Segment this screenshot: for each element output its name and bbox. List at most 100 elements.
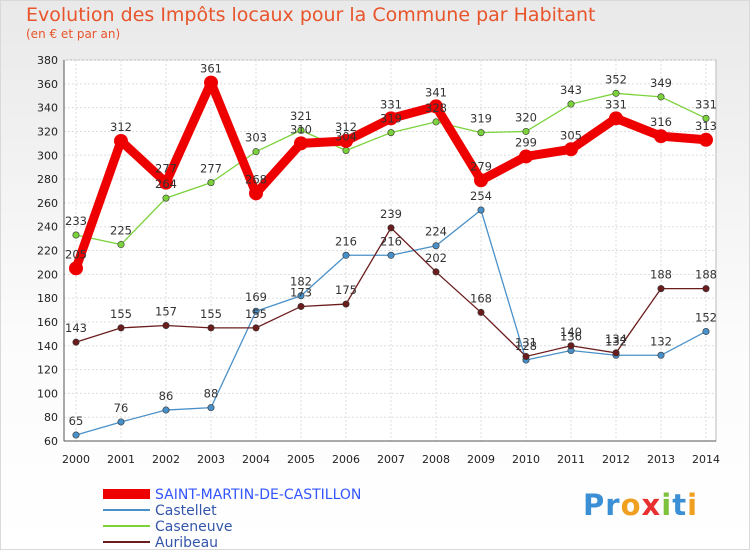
x-tick-label: 2011 xyxy=(557,453,585,466)
logo-letter: i xyxy=(687,488,699,522)
point-saint-martin-de-castillon xyxy=(339,133,353,148)
point-auribeau xyxy=(342,300,350,308)
y-tick-label: 380 xyxy=(37,54,58,67)
y-tick-label: 100 xyxy=(37,387,58,400)
data-label-saint-martin-de-castillon: 331 xyxy=(605,97,627,111)
point-caseneuve xyxy=(297,126,305,134)
point-caseneuve xyxy=(612,89,620,97)
y-tick-label: 320 xyxy=(37,125,58,138)
logo-letter: i xyxy=(661,488,673,522)
data-label-auribeau: 239 xyxy=(380,207,402,221)
logo-letter: t xyxy=(672,488,688,522)
point-auribeau xyxy=(387,224,395,232)
y-tick-label: 120 xyxy=(37,364,58,377)
data-label-caseneuve: 264 xyxy=(155,177,177,191)
data-label-castellet: 152 xyxy=(695,310,717,324)
point-saint-martin-de-castillon xyxy=(609,111,623,126)
x-tick-label: 2006 xyxy=(332,453,360,466)
point-auribeau xyxy=(432,268,440,276)
y-tick-label: 300 xyxy=(37,149,58,162)
point-castellet xyxy=(297,292,305,300)
data-label-castellet: 132 xyxy=(650,334,672,348)
data-label-saint-martin-de-castillon: 305 xyxy=(560,128,582,142)
y-tick-label: 360 xyxy=(37,78,58,91)
data-label-auribeau: 131 xyxy=(515,335,537,349)
data-label-saint-martin-de-castillon: 312 xyxy=(335,120,357,134)
point-caseneuve xyxy=(702,114,710,122)
data-label-saint-martin-de-castillon: 316 xyxy=(650,115,672,129)
data-label-caseneuve: 352 xyxy=(605,72,627,86)
point-auribeau xyxy=(477,308,485,316)
x-tick-label: 2012 xyxy=(602,453,630,466)
point-caseneuve xyxy=(657,93,665,101)
data-label-saint-martin-de-castillon: 310 xyxy=(290,122,312,136)
y-tick-label: 140 xyxy=(37,340,58,353)
point-auribeau xyxy=(522,352,530,360)
point-auribeau xyxy=(117,324,125,332)
point-castellet xyxy=(162,406,170,414)
legend-label-auribeau: Auribeau xyxy=(155,535,218,550)
data-label-castellet: 136 xyxy=(560,330,582,344)
point-caseneuve xyxy=(162,194,170,202)
point-auribeau xyxy=(567,342,575,350)
point-auribeau xyxy=(612,349,620,357)
point-saint-martin-de-castillon xyxy=(384,111,398,126)
point-auribeau xyxy=(162,322,170,330)
data-label-caseneuve: 225 xyxy=(110,224,132,238)
series-lines xyxy=(69,75,713,439)
data-label-castellet: 224 xyxy=(425,225,447,239)
point-castellet xyxy=(387,251,395,259)
x-tick-label: 2000 xyxy=(62,453,90,466)
point-castellet xyxy=(252,307,260,315)
y-tick-label: 160 xyxy=(37,316,58,329)
data-label-castellet: 169 xyxy=(245,290,267,304)
logo-letter: o xyxy=(620,488,642,522)
logo-letter: x xyxy=(641,488,662,522)
legend-label-caseneuve: Caseneuve xyxy=(155,519,233,535)
data-label-caseneuve: 343 xyxy=(560,83,582,97)
x-tick-label: 2005 xyxy=(287,453,315,466)
data-label-auribeau: 188 xyxy=(695,268,717,282)
x-tick-label: 2009 xyxy=(467,453,495,466)
x-tick-label: 2002 xyxy=(152,453,180,466)
point-auribeau xyxy=(702,285,710,293)
proxiti-logo: Proxiti xyxy=(583,488,698,522)
point-caseneuve xyxy=(252,148,260,156)
point-castellet xyxy=(117,418,125,426)
data-label-saint-martin-de-castillon: 279 xyxy=(470,159,492,173)
point-castellet xyxy=(342,251,350,259)
data-label-castellet: 254 xyxy=(470,189,492,203)
data-label-caseneuve: 304 xyxy=(335,129,357,143)
legend-label-saint-martin-de-castillon: SAINT-MARTIN-DE-CASTILLON xyxy=(155,487,361,503)
point-caseneuve xyxy=(117,241,125,249)
point-caseneuve xyxy=(567,100,575,108)
data-label-auribeau: 168 xyxy=(470,291,492,305)
data-label-auribeau: 155 xyxy=(245,307,267,321)
data-label-saint-martin-de-castillon: 205 xyxy=(65,247,87,261)
point-auribeau xyxy=(657,285,665,293)
data-label-castellet: 182 xyxy=(290,275,312,289)
y-tick-label: 60 xyxy=(44,435,58,448)
x-tick-label: 2014 xyxy=(692,453,720,466)
data-label-auribeau: 155 xyxy=(110,307,132,321)
data-label-auribeau: 140 xyxy=(560,325,582,339)
data-label-saint-martin-de-castillon: 312 xyxy=(110,120,132,134)
data-label-castellet: 86 xyxy=(159,389,174,403)
x-tick-label: 2010 xyxy=(512,453,540,466)
data-label-castellet: 216 xyxy=(335,234,357,248)
point-saint-martin-de-castillon xyxy=(429,99,443,114)
data-label-auribeau: 155 xyxy=(200,307,222,321)
data-label-caseneuve: 349 xyxy=(650,76,672,90)
point-saint-martin-de-castillon xyxy=(564,142,578,157)
data-label-castellet: 76 xyxy=(114,401,129,415)
point-saint-martin-de-castillon xyxy=(69,261,83,276)
point-caseneuve xyxy=(522,127,530,135)
point-auribeau xyxy=(72,338,80,346)
data-label-caseneuve: 233 xyxy=(65,214,87,228)
y-tick-label: 200 xyxy=(37,268,58,281)
point-saint-martin-de-castillon xyxy=(654,129,668,144)
x-tick-label: 2003 xyxy=(197,453,225,466)
legend-label-castellet: Castellet xyxy=(155,503,217,519)
data-label-saint-martin-de-castillon: 299 xyxy=(515,135,537,149)
